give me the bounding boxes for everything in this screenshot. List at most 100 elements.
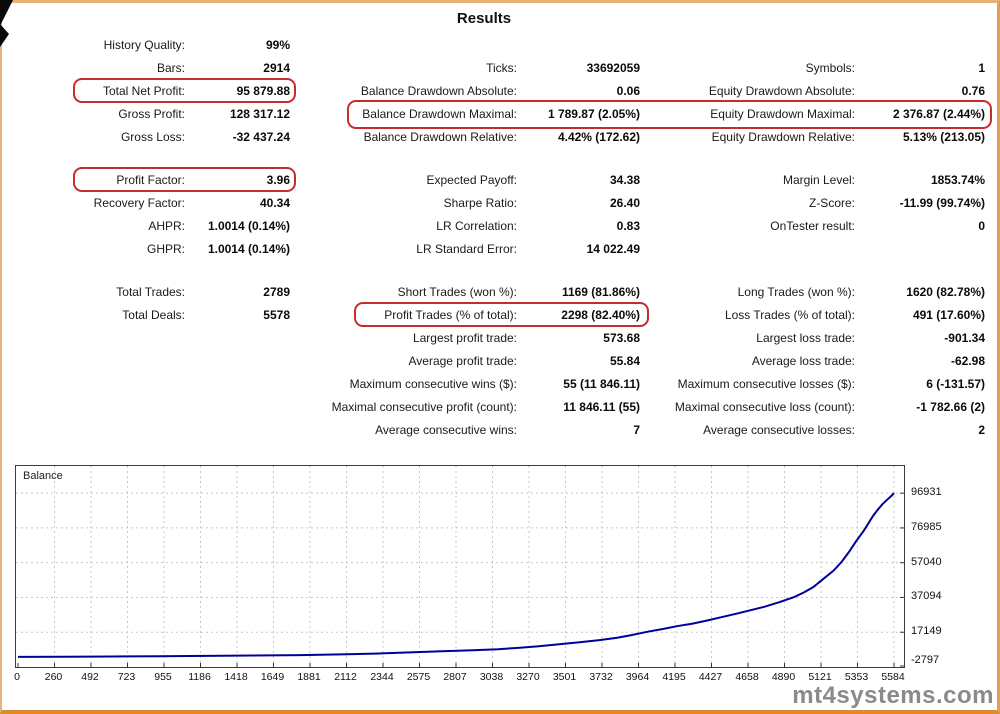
stat-row: Short Trades (won %): 1169 (81.86%) [345, 280, 640, 303]
stats-column-left: History Quality: 99% Bars: 2914 Total Net Pr… [15, 33, 296, 326]
stat-value: -11.99 (99.74%) [899, 195, 985, 210]
stat-row: Equity Drawdown Maximal: 2 376.87 (2.44%) [655, 102, 985, 125]
stat-row: Total Net Profit: 95 879.88 [15, 78, 296, 103]
stats-block-gap [655, 148, 985, 168]
stat-value: -1 782.66 (2) [916, 399, 985, 414]
stat-label: Average consecutive losses: [703, 422, 855, 437]
x-axis-tick-label: 2575 [406, 671, 431, 683]
y-axis-tick-label: 17149 [911, 625, 942, 638]
stat-value: 1.0014 (0.14%) [207, 218, 290, 233]
stat-value: 26.40 [609, 195, 640, 210]
stat-value: 5.13% (213.05) [902, 129, 985, 144]
stat-row: Gross Profit: 128 317.12 [15, 102, 290, 125]
stat-value: 1169 (81.86%) [561, 284, 640, 299]
stats-block-gap [345, 148, 640, 168]
stat-row: Equity Drawdown Relative: 5.13% (213.05) [655, 125, 985, 148]
stat-label: Profit Trades (% of total): [384, 307, 517, 322]
stat-row: Long Trades (won %): 1620 (82.78%) [655, 280, 985, 303]
stat-value: 2 [978, 422, 985, 437]
stat-value: 2298 (82.40%) [561, 307, 640, 322]
stat-row: Recovery Factor: 40.34 [15, 191, 290, 214]
x-axis-tick-label: 0 [14, 671, 20, 683]
stat-label: LR Standard Error: [416, 241, 517, 256]
stats-block-gap [655, 260, 985, 280]
stat-label: Total Deals: [122, 307, 185, 322]
x-axis-tick-label: 260 [44, 671, 63, 683]
stat-value: 573.68 [603, 330, 640, 345]
stat-label: LR Correlation: [436, 218, 517, 233]
stat-value: 55 (11 846.11) [563, 376, 640, 391]
stat-label: Symbols: [805, 60, 855, 75]
stat-row: Average consecutive losses: 2 [655, 418, 985, 441]
stat-label: Largest loss trade: [756, 330, 855, 345]
stat-row: Largest loss trade: -901.34 [655, 326, 985, 349]
stat-row [655, 237, 985, 260]
x-axis-tick-label: 492 [81, 671, 99, 683]
stat-label: History Quality: [103, 37, 185, 52]
stat-value: 1620 (82.78%) [906, 284, 985, 299]
stat-row: Maximum consecutive wins ($): 55 (11 846.… [345, 372, 640, 395]
stat-label: Balance Drawdown Absolute: [360, 83, 517, 98]
stat-label: Average consecutive wins: [375, 422, 517, 437]
stat-value: 4.42% (172.62) [557, 129, 640, 144]
stat-value: 40.34 [259, 195, 290, 210]
stat-row: Largest profit trade: 573.68 [345, 326, 640, 349]
x-axis-tick-label: 1881 [297, 671, 321, 683]
x-axis-tick-label: 2344 [370, 671, 394, 683]
stat-value: 1 789.87 (2.05%) [547, 106, 640, 121]
y-axis-tick-label: -2797 [911, 654, 940, 666]
stat-label: Maximal consecutive loss (count): [674, 399, 855, 414]
stat-value: 95 879.88 [236, 83, 290, 98]
corner-artifact [0, 0, 13, 47]
x-axis-tick-label: 2112 [334, 671, 357, 683]
stat-row: Balance Drawdown Absolute: 0.06 [345, 79, 640, 102]
stat-label: GHPR: [146, 241, 185, 256]
stat-label: Equity Drawdown Relative: [711, 129, 855, 144]
stat-row: Total Deals: 5578 [15, 303, 290, 326]
stat-label: Largest profit trade: [412, 330, 517, 345]
stat-value: 1.0014 (0.14%) [207, 241, 290, 256]
stat-value: 128 317.12 [229, 106, 290, 121]
x-axis-tick-label: 3270 [516, 671, 540, 683]
stat-row: History Quality: 99% [15, 33, 290, 56]
x-axis-tick-label: 1186 [188, 671, 211, 683]
stat-row: Average consecutive wins: 7 [345, 418, 640, 441]
y-axis-tick-label: 57040 [911, 555, 942, 568]
balance-chart: Balance [15, 465, 905, 668]
stat-value: 2 376.87 (2.44%) [892, 106, 985, 121]
stat-row: GHPR: 1.0014 (0.14%) [15, 237, 290, 260]
stat-label: Long Trades (won %): [737, 284, 855, 299]
stat-row: OnTester result: 0 [655, 214, 985, 237]
stat-label: Total Trades: [116, 284, 185, 299]
x-axis-tick-label: 723 [117, 671, 136, 683]
stat-value: 11 846.11 (55) [563, 399, 640, 414]
stat-label: Gross Loss: [120, 129, 185, 144]
balance-curve [17, 492, 895, 658]
stat-row: LR Standard Error: 14 022.49 [345, 237, 640, 260]
stat-row: Ticks: 33692059 [345, 56, 640, 79]
stat-label: Maximum consecutive losses ($): [677, 376, 855, 391]
x-axis-tick-label: 955 [154, 671, 172, 683]
x-axis-tick-label: 3964 [625, 671, 650, 683]
stat-label: AHPR: [148, 218, 185, 233]
stat-value: 0.83 [616, 218, 640, 233]
stat-row: Balance Drawdown Relative: 4.42% (172.62) [345, 125, 640, 148]
stat-row: AHPR: 1.0014 (0.14%) [15, 214, 290, 237]
stat-row: Profit Trades (% of total): 2298 (82.40%) [345, 302, 649, 327]
stat-label: Equity Drawdown Maximal: [710, 106, 855, 121]
x-axis-tick-label: 4427 [698, 671, 723, 683]
x-axis-tick-label: 4658 [735, 671, 759, 683]
stat-row: Equity Drawdown Absolute: 0.76 [655, 79, 985, 102]
stat-row: LR Correlation: 0.83 [345, 214, 640, 237]
stats-block-gap [15, 148, 290, 168]
x-axis-tick-label: 1649 [260, 671, 285, 683]
stat-row: Maximum consecutive losses ($): 6 (-131.5… [655, 372, 985, 395]
stat-row: Gross Loss: -32 437.24 [15, 125, 290, 148]
stat-row: Balance Drawdown Maximal: 1 789.87 (2.05%… [345, 102, 640, 125]
stat-row: Sharpe Ratio: 26.40 [345, 191, 640, 214]
stat-row: Symbols: 1 [655, 56, 985, 79]
stat-value: 0 [978, 218, 985, 233]
stat-label: Equity Drawdown Absolute: [708, 83, 855, 98]
stat-row: Bars: 2914 [15, 56, 290, 79]
stat-value: 2914 [263, 60, 290, 75]
